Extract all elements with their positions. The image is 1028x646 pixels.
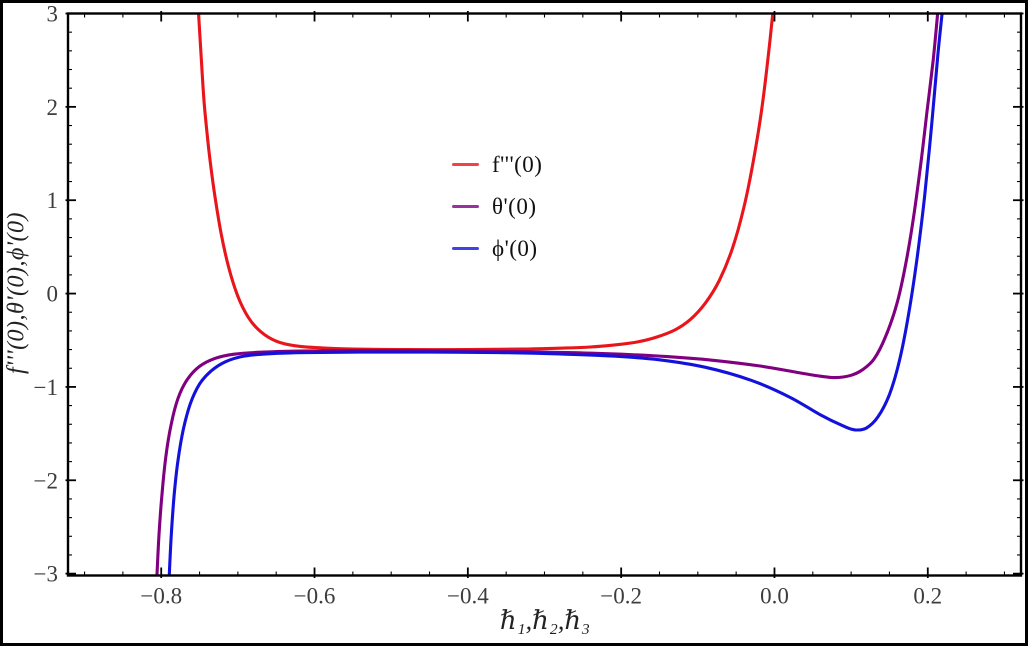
legend-item-label: θ'(0) [492, 193, 537, 219]
y-tick-label: 3 [47, 2, 59, 27]
x-tick-label: −0.8 [140, 584, 182, 609]
legend-swatch-theta [452, 204, 479, 208]
y-tick-label: −2 [34, 468, 58, 493]
curve-theta [155, 13, 940, 576]
x-tick-label: 0.0 [760, 584, 789, 609]
y-tick-label: −1 [34, 375, 58, 400]
legend-item-label: ϕ'(0) [492, 235, 538, 261]
legend-item-label: f'''(0) [492, 151, 543, 177]
legend: f'''(0) θ'(0) ϕ'(0) [452, 143, 542, 269]
x-axis-label-text: ℏ₁,ℏ₂,ℏ₃ [499, 606, 591, 635]
plot-frame [66, 12, 1023, 577]
y-tick-label: 0 [47, 282, 59, 307]
y-axis-label: f'''(0),θ'(0),ϕ'(0) [3, 212, 30, 374]
x-tick-label: 0.2 [913, 584, 942, 609]
x-tick-label: −0.2 [600, 584, 642, 609]
curve-fppp [197, 13, 775, 352]
x-tick-label: −0.4 [447, 584, 489, 609]
legend-swatch-fppp [452, 162, 479, 166]
legend-item: f'''(0) [452, 143, 542, 185]
legend-item: ϕ'(0) [452, 227, 542, 269]
y-tick-label: −3 [34, 562, 58, 587]
y-tick-label: 2 [47, 95, 59, 120]
curve-phi [167, 13, 944, 576]
legend-swatch-phi [452, 246, 479, 250]
legend-item: θ'(0) [452, 185, 542, 227]
y-tick-label: 1 [47, 188, 59, 213]
x-tick-label: −0.6 [294, 584, 336, 609]
x-axis-label: ℏ₁,ℏ₂,ℏ₃ [0, 606, 1028, 636]
